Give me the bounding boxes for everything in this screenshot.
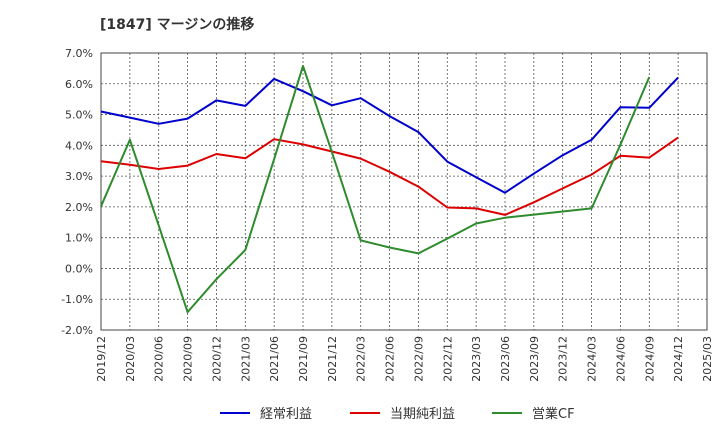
legend-label: 経常利益 [260, 407, 312, 422]
x-tick-label: 2022/06 [384, 336, 397, 382]
y-tick-label: -1.0% [61, 293, 93, 306]
x-tick-label: 2020/09 [182, 336, 195, 382]
chart-title: [1847] マージンの推移 [100, 17, 255, 33]
x-tick-label: 2019/12 [95, 336, 108, 382]
x-tick-label: 2022/12 [441, 336, 454, 382]
y-tick-label: 4.0% [65, 139, 93, 152]
y-tick-label: 0.0% [65, 262, 93, 275]
series-line-経常利益 [100, 76, 679, 194]
x-tick-label: 2024/06 [614, 336, 627, 382]
x-tick-label: 2024/03 [586, 336, 599, 382]
x-tick-label: 2020/06 [153, 336, 166, 382]
x-axis: 2019/12 2020/03 2020/06 2020/09 2020/12 2021/… [95, 336, 714, 382]
grid [100, 52, 708, 331]
x-tick-label: 2024/09 [643, 336, 656, 382]
y-axis: -2.0% -1.0% 0.0% 1.0% 2.0% 3.0% 4.0% 5.0% 6.0% 7.… [61, 47, 93, 337]
x-tick-label: 2023/03 [470, 336, 483, 382]
legend: 経常利益 当期純利益 営業CF [220, 406, 575, 422]
y-tick-label: 5.0% [65, 109, 93, 122]
x-tick-label: 2023/09 [528, 336, 541, 382]
x-tick-label: 2021/12 [326, 336, 339, 382]
x-tick-label: 2023/06 [499, 336, 512, 382]
x-tick-label: 2022/03 [355, 336, 368, 382]
legend-label: 当期純利益 [390, 407, 455, 422]
y-tick-label: -2.0% [61, 324, 93, 337]
series-line-当期純利益 [100, 136, 679, 216]
x-tick-label: 2024/12 [672, 336, 685, 382]
x-tick-label: 2021/06 [268, 336, 281, 382]
y-tick-label: 6.0% [65, 78, 93, 91]
x-tick-label: 2025/03 [701, 336, 714, 382]
y-tick-label: 2.0% [65, 201, 93, 214]
x-tick-label: 2021/09 [297, 336, 310, 382]
x-tick-label: 2021/03 [239, 336, 252, 382]
x-tick-label: 2023/12 [557, 336, 570, 382]
y-tick-label: 3.0% [65, 170, 93, 183]
x-tick-label: 2020/03 [124, 336, 137, 382]
series-layer [100, 64, 679, 314]
x-tick-label: 2022/09 [412, 336, 425, 382]
plot-area [100, 52, 708, 331]
x-tick-label: 2020/12 [210, 336, 223, 382]
legend-label: 営業CF [532, 406, 575, 422]
y-tick-label: 7.0% [65, 47, 93, 60]
y-tick-label: 1.0% [65, 232, 93, 245]
series-line-営業CF [100, 64, 651, 314]
